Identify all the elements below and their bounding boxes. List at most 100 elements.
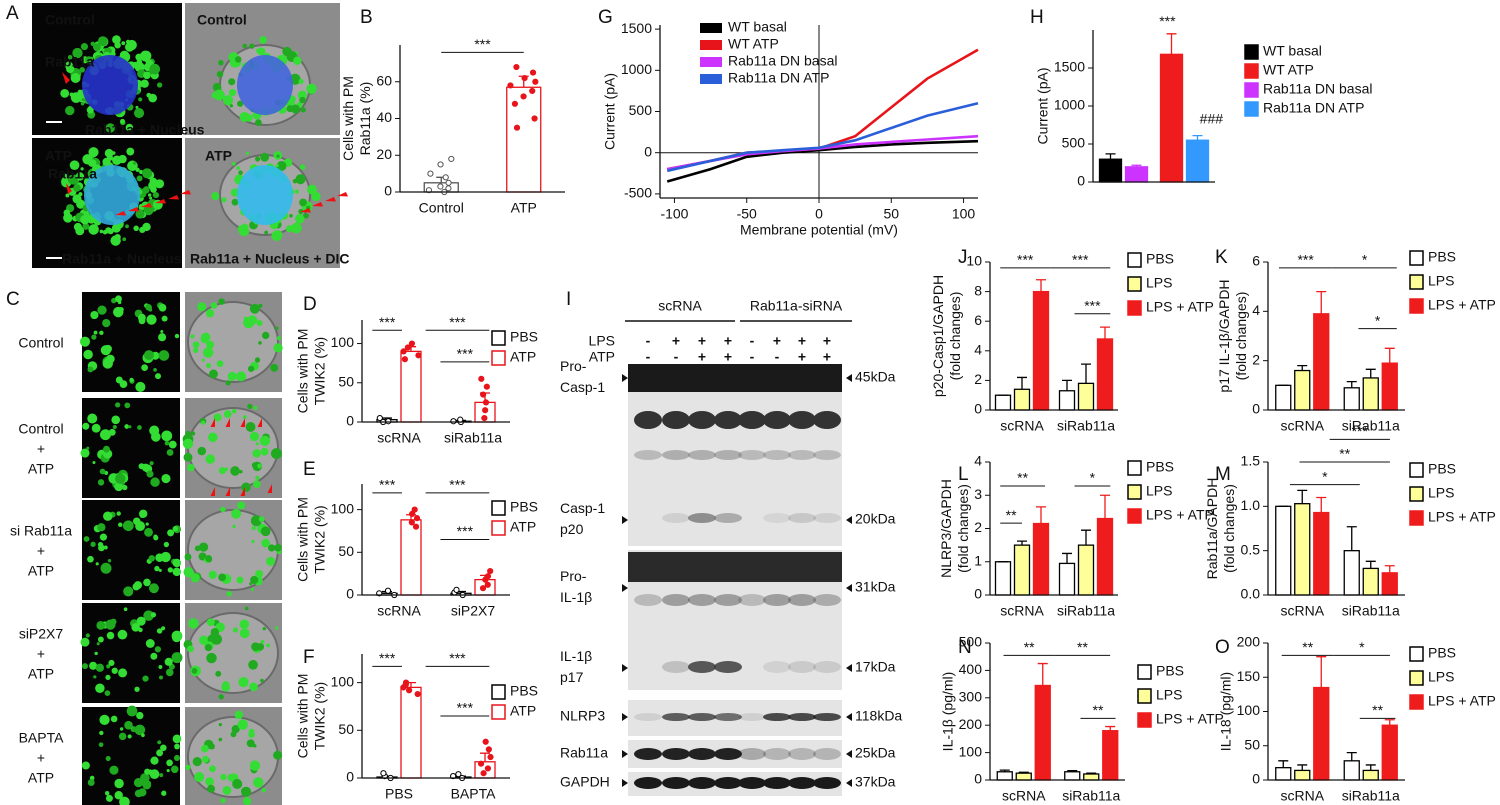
data-point <box>520 93 527 100</box>
x-axis-label: Membrane potential (mV) <box>740 222 898 238</box>
legend-label: PBS <box>1146 459 1174 475</box>
size-pointer <box>846 750 852 758</box>
green-signal <box>73 180 77 184</box>
treatment-sign: - <box>646 333 651 349</box>
y-axis-label: Rab11a (%) <box>357 82 373 156</box>
green-signal <box>120 118 125 124</box>
x-tick-label: PBS <box>385 786 413 802</box>
significance-label: * <box>1375 312 1381 328</box>
blot-band <box>763 450 791 460</box>
green-signal <box>117 629 128 640</box>
green-signal <box>145 304 152 311</box>
green-signal <box>99 468 106 475</box>
green-signal <box>142 675 149 682</box>
y-axis-label: Cells with PM <box>294 674 310 759</box>
size-label: 118kDa <box>855 708 902 724</box>
green-signal <box>220 773 227 781</box>
green-signal <box>266 643 271 648</box>
green-signal <box>192 341 200 349</box>
legend-swatch <box>491 520 506 536</box>
green-signal <box>146 92 152 98</box>
blot-band <box>688 450 716 460</box>
bar <box>1098 158 1123 183</box>
bar <box>1343 550 1360 596</box>
green-signal <box>103 545 108 550</box>
panel-letter: M <box>1215 464 1231 485</box>
legend-label: LPS + ATP <box>1146 299 1214 315</box>
nucleus <box>84 165 140 225</box>
panel-letter: C <box>6 289 20 310</box>
group-label: scRNA <box>658 298 702 314</box>
size-label: 31kDa <box>855 579 896 595</box>
green-signal <box>182 438 194 449</box>
y-axis-label: Cells with PM <box>340 76 356 161</box>
data-point <box>484 573 492 580</box>
green-signal <box>90 41 95 46</box>
arrow-marker <box>240 418 245 427</box>
data-point <box>442 174 449 181</box>
green-signal <box>194 772 205 783</box>
band-label: NLRP3 <box>560 708 605 724</box>
green-signal <box>135 381 146 392</box>
green-signal <box>173 754 181 762</box>
green-signal <box>124 424 130 429</box>
legend-swatch <box>1137 664 1152 680</box>
green-signal <box>85 56 93 64</box>
green-signal <box>60 88 70 98</box>
green-signal <box>207 432 218 443</box>
blot-band <box>763 713 791 721</box>
treatment-sign: - <box>750 333 755 349</box>
green-signal <box>133 777 144 788</box>
green-signal <box>111 415 121 425</box>
data-point <box>478 375 485 382</box>
legend-swatch <box>491 704 506 720</box>
band-pointer <box>622 779 628 787</box>
y-tick-label: -500 <box>624 185 652 201</box>
green-signal <box>137 425 142 430</box>
size-pointer <box>846 664 852 672</box>
y-tick-label: 200 <box>1237 634 1261 650</box>
blot-band <box>788 411 816 429</box>
green-signal <box>119 50 130 60</box>
data-point <box>413 515 421 522</box>
data-point <box>408 340 416 347</box>
green-signal <box>133 108 145 119</box>
green-signal <box>168 440 177 449</box>
y-axis-label: Cells with PM <box>294 329 310 414</box>
bar <box>1015 772 1032 781</box>
x-tick-label: 0 <box>815 206 823 222</box>
blot-band <box>634 777 662 789</box>
green-signal <box>156 628 163 634</box>
green-signal <box>205 555 213 562</box>
green-signal <box>232 778 243 789</box>
bar <box>1362 377 1379 411</box>
error-bar <box>1105 153 1116 160</box>
green-signal <box>161 315 168 322</box>
green-signal <box>170 765 179 774</box>
green-signal <box>213 413 222 422</box>
green-signal <box>216 360 224 367</box>
blot-band <box>662 450 690 460</box>
green-signal <box>193 347 199 354</box>
green-signal <box>250 575 259 585</box>
green-signal <box>256 320 263 327</box>
green-signal <box>197 446 207 456</box>
y-axis-label: Cells with PM <box>294 497 310 582</box>
green-signal <box>303 213 309 219</box>
data-point <box>480 391 487 398</box>
y-tick-label: 2 <box>974 519 982 535</box>
legend-label: LPS + ATP <box>1428 693 1496 709</box>
bar <box>1034 684 1051 781</box>
green-signal <box>249 43 255 49</box>
x-tick-label: scRNA <box>377 603 421 619</box>
green-signal <box>152 191 160 199</box>
green-signal <box>237 501 246 510</box>
error-bar <box>1018 771 1029 774</box>
y-tick-label: 0.5 <box>1241 541 1261 557</box>
data-point <box>448 155 455 163</box>
significance-label: *** <box>1352 423 1369 439</box>
green-signal <box>191 431 196 436</box>
treatment-sign: + <box>698 333 706 349</box>
data-point <box>400 348 407 355</box>
significance-label: *** <box>379 477 396 493</box>
